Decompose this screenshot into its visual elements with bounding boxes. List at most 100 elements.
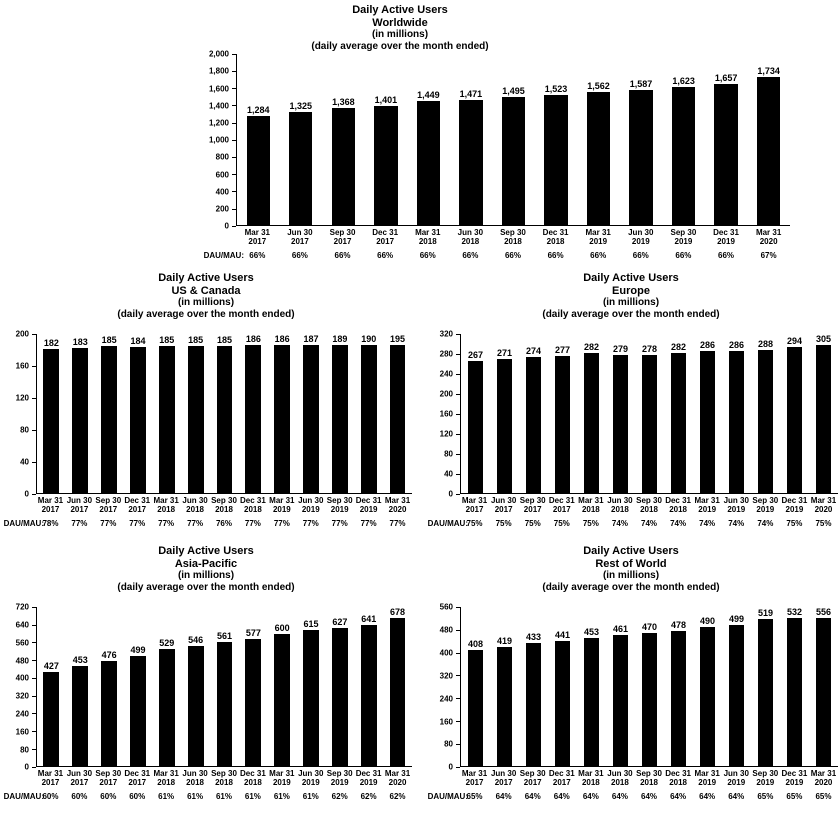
- chart-subtitle: Worldwide: [372, 16, 428, 29]
- plot-row: 560 480 400 320 240 160 80 0 408 419 433 441 453 461 4…: [424, 603, 838, 772]
- x-tick-label: Jun 30 2019: [296, 496, 325, 514]
- plot-area: 267 271 274 277 282 279 278 282 286 286 288 294 305: [460, 334, 838, 495]
- x-tick-line2: 2017: [41, 778, 60, 788]
- x-tick-line2: 2017: [99, 505, 118, 515]
- bar-value-label: 189: [332, 334, 348, 345]
- bar-slot: 615: [297, 607, 326, 767]
- bar: [757, 618, 774, 767]
- x-tick-label: Jun 30 2018: [449, 228, 492, 246]
- x-tick-label: Mar 31 2018: [406, 228, 449, 246]
- y-tick-mark: [32, 749, 36, 751]
- x-tick-line2: 2017: [128, 778, 147, 788]
- bar-value-label: 1,495: [502, 86, 525, 97]
- bar-slot: 1,562: [577, 54, 620, 226]
- x-tick-label: Mar 31 2019: [267, 496, 296, 514]
- bar-value-label: 294: [786, 336, 803, 347]
- x-tick-label: Sep 30 2019: [751, 496, 780, 514]
- y-tick-label: 0: [224, 221, 229, 231]
- bar-slot: 546: [181, 607, 210, 767]
- y-tick-label: 160: [439, 717, 453, 727]
- bar-value-label: 279: [612, 343, 629, 354]
- y-tick-mark: [232, 122, 236, 124]
- bar-slot: 499: [124, 607, 153, 767]
- bar: [331, 345, 348, 494]
- bar-value-label: 1,734: [757, 66, 780, 77]
- bar-slot: 267: [461, 334, 490, 494]
- y-tick-label: 480: [439, 625, 453, 635]
- dau-mau-value: 77%: [360, 518, 377, 528]
- dau-mau-value: 61%: [244, 791, 261, 801]
- bar-value-label: 561: [216, 631, 232, 642]
- bar-slot: 1,449: [407, 54, 450, 226]
- y-tick-mark: [232, 225, 236, 227]
- x-tick-line1: Mar 31: [153, 769, 179, 779]
- bar-value-label: 441: [554, 630, 571, 641]
- chart-note: (daily average over the month ended): [542, 308, 720, 320]
- x-tick-line1: Dec 31: [781, 769, 808, 779]
- dau-mau-label: DAU/MAU:: [3, 518, 44, 528]
- bar-value-label: 1,587: [629, 78, 653, 89]
- x-tick-line1: Sep 30: [329, 228, 356, 238]
- bar-slot: 678: [383, 607, 412, 767]
- x-tick-line1: Jun 30: [607, 496, 633, 506]
- dau-mau-row: DAU/MAU: 66% 66% 66% 66% 66% 66% 66% 66% 66% 66% 66…: [204, 251, 790, 260]
- x-tick-line2: 2018: [669, 778, 687, 788]
- x-tick-label: Sep 30 2018: [634, 496, 663, 514]
- plot-row: 2,000 1,800 1,600 1,400 1,200 1,000 800 600 400 2…: [198, 50, 790, 231]
- x-tick-line1: Dec 31: [240, 496, 266, 506]
- bar: [612, 354, 629, 494]
- x-tick-line2: 2017: [465, 505, 484, 515]
- bar-slot: 1,284: [237, 54, 280, 226]
- bar-value-label: 1,449: [417, 90, 440, 101]
- bar-slot: 476: [95, 607, 124, 767]
- bar: [360, 624, 377, 767]
- dau-mau-value: 75%: [553, 518, 570, 528]
- y-tick-label: 160: [15, 361, 29, 371]
- dau-mau-value: 75%: [466, 518, 483, 528]
- y-tick-label: 600: [215, 170, 229, 180]
- x-tick-line2: 2017: [552, 505, 571, 515]
- bar: [629, 89, 653, 226]
- dau-mau-value: 77%: [302, 518, 319, 528]
- x-tick-line2: 2019: [785, 778, 804, 788]
- bar-value-label: 274: [525, 346, 542, 357]
- bar-value-label: 641: [361, 613, 377, 624]
- x-tick-line2: 2017: [70, 505, 89, 515]
- bar-value-label: 1,325: [289, 101, 313, 111]
- bar: [303, 345, 319, 494]
- plot-row: 720 640 560 480 400 320 240 160 80 0 427 453 476 499 5…: [0, 603, 412, 772]
- x-axis-labels: Mar 31 2017 Jun 30 2017 Sep 30 2017 Dec 31 2017…: [36, 496, 412, 514]
- x-tick-line1: Sep 30: [326, 496, 353, 506]
- bar: [786, 347, 803, 494]
- bar: [187, 645, 204, 767]
- bar-slot: 278: [635, 334, 664, 494]
- x-tick-label: Sep 30 2018: [492, 228, 535, 246]
- bar-value-label: 600: [274, 622, 290, 633]
- bar-value-label: 305: [815, 334, 832, 345]
- x-tick-line2: 2018: [669, 505, 687, 515]
- dau-mau-value: 77%: [244, 518, 261, 528]
- bar-slot: 1,401: [365, 54, 408, 226]
- dau-mau-value: 75%: [524, 518, 541, 528]
- dau-mau-value: 64%: [670, 791, 687, 801]
- x-tick-label: Sep 30 2018: [210, 496, 239, 514]
- x-tick-label: Sep 30 2017: [94, 496, 123, 514]
- x-tick-line2: 2017: [248, 237, 267, 247]
- chart-titles: Daily Active Users Rest of World (in milli…: [424, 545, 838, 593]
- dau-mau-label: DAU/MAU:: [427, 791, 468, 801]
- dau-mau-value: 75%: [582, 518, 599, 528]
- bar: [274, 633, 291, 767]
- y-tick-mark: [232, 53, 236, 55]
- bar: [360, 345, 377, 494]
- y-tick-mark: [32, 606, 36, 608]
- x-tick-label: Dec 31 2017: [123, 769, 152, 787]
- dau-mau-value: 62%: [331, 791, 348, 801]
- y-tick-mark: [456, 629, 460, 631]
- bar-value-label: 185: [188, 335, 204, 346]
- bar-value-label: 182: [43, 337, 59, 348]
- y-tick-mark: [456, 453, 460, 455]
- x-tick-label: Dec 31 2018: [664, 769, 693, 787]
- chart-titles: Daily Active Users Europe (in millions) (da…: [424, 272, 838, 320]
- y-tick-label: 80: [20, 425, 29, 435]
- y-tick-label: 0: [448, 762, 453, 772]
